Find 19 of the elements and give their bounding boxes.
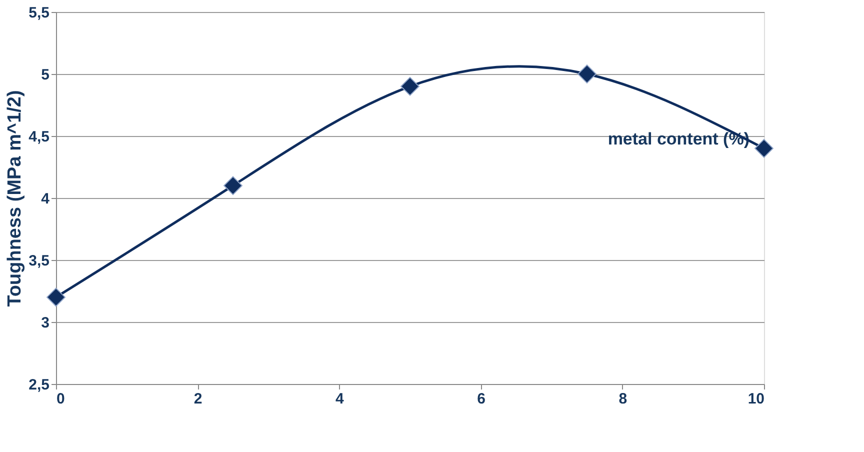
x-tick-label: 10 [748, 390, 764, 408]
y-tick-label: 5 [41, 66, 50, 84]
point [754, 138, 774, 158]
x-tick-label: 0 [56, 390, 65, 408]
y-tick-label: 5,5 [28, 4, 50, 22]
point [46, 288, 66, 307]
y-tick-label: 4 [41, 190, 50, 208]
y-tick-label: 2,5 [28, 376, 50, 394]
point [224, 176, 242, 196]
x-tick-label: 2 [194, 390, 202, 408]
point [578, 64, 596, 84]
y-tick-label: 3 [41, 314, 50, 332]
x-tick-label: 8 [618, 390, 628, 408]
y-tick-label: 3,5 [28, 252, 50, 270]
x-tick-label: 6 [477, 390, 486, 408]
x-tick-label: 4 [336, 390, 345, 408]
y-tick-label: 4,5 [28, 128, 50, 146]
y-axis-title: Toughness (MPa m^1/2) [4, 90, 26, 307]
point [400, 76, 420, 96]
